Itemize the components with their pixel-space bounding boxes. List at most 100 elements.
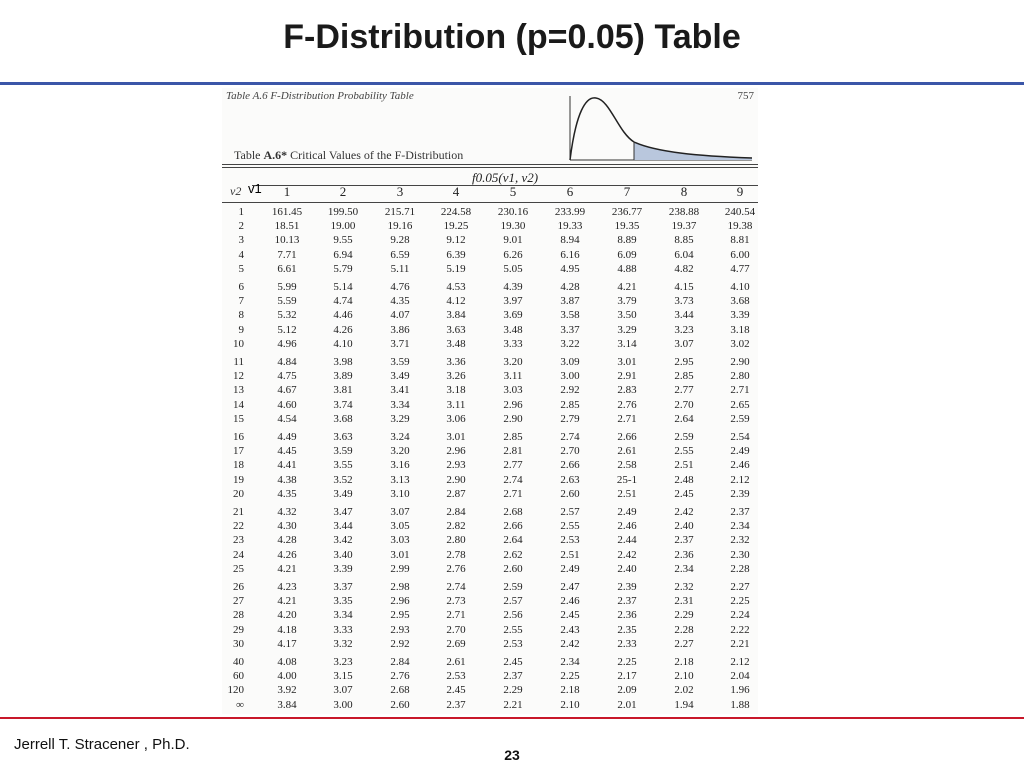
- table-cell: 2.44: [617, 534, 637, 547]
- table-cell: 2.49: [560, 562, 580, 575]
- table-cell: 5.32: [277, 309, 297, 322]
- table-cell: 6.26: [503, 248, 523, 261]
- table-cell: 2.66: [560, 459, 580, 472]
- table-cell: 6.39: [446, 248, 466, 261]
- table-cell: 3.39: [333, 562, 353, 575]
- table-cell: 2.02: [674, 684, 694, 697]
- table-cell: 5.79: [333, 262, 353, 275]
- table-cell: 2.10: [560, 698, 580, 711]
- table-cell: 2.59: [503, 581, 523, 593]
- table-cell: 8.89: [617, 234, 637, 247]
- row-label: 21: [233, 506, 244, 518]
- column-header: 2: [339, 184, 347, 199]
- table-cell: 3.87: [560, 295, 580, 308]
- table-cell: 3.97: [503, 295, 523, 308]
- table-cell: 3.03: [390, 534, 410, 547]
- table-cell: 2.21: [730, 637, 750, 650]
- table-cell: 2.84: [446, 506, 466, 518]
- footer-divider: [0, 717, 1024, 719]
- table-cell: 2.92: [390, 637, 410, 650]
- table-cell: 3.49: [333, 487, 353, 500]
- table-cell: 3.13: [390, 473, 410, 486]
- table-cell: 3.52: [333, 473, 353, 486]
- table-cell: 2.96: [446, 445, 466, 458]
- table-cell: 3.03: [503, 384, 523, 397]
- table-cell: 1.88: [730, 698, 750, 711]
- table-cell: 3.89: [333, 370, 353, 383]
- table-cell: 2.74: [560, 431, 580, 443]
- table-cell: 3.33: [333, 623, 353, 636]
- table-cell: 4.75: [277, 370, 297, 383]
- table-cell: 4.23: [277, 581, 297, 593]
- table-cell: 2.39: [617, 581, 637, 593]
- table-cell: 3.23: [333, 656, 353, 668]
- table-cell: 4.26: [333, 323, 353, 336]
- table-cell: 19.37: [671, 220, 697, 233]
- table-cell: 2.96: [390, 595, 410, 608]
- table-cell: 2.04: [730, 670, 750, 683]
- table-cell: 9.28: [390, 234, 410, 247]
- table-cell: 2.28: [674, 623, 694, 636]
- table-cell: 5.05: [503, 262, 523, 275]
- table-cell: 2.37: [446, 698, 466, 711]
- table-cell: 2.34: [560, 656, 580, 668]
- table-cell: 2.42: [560, 637, 580, 650]
- table-cell: 2.60: [390, 698, 410, 711]
- scan-page-number: 757: [737, 90, 755, 102]
- table-cell: 8.81: [730, 234, 750, 247]
- table-cell: 2.80: [446, 534, 466, 547]
- f-statistic-label: f0.05(v1, v2): [472, 170, 539, 185]
- table-cell: 2.59: [674, 431, 694, 443]
- table-cell: 19.16: [387, 220, 413, 233]
- table-cell: 2.27: [674, 637, 694, 650]
- table-cell: 2.79: [560, 412, 580, 425]
- table-cell: 2.37: [674, 534, 694, 547]
- table-cell: 3.92: [277, 684, 297, 697]
- table-cell: 2.64: [503, 534, 523, 547]
- caption-text: Critical Values of the F-Distribution: [287, 148, 464, 162]
- row-label: ∞: [236, 698, 244, 711]
- table-cell: 6.59: [390, 248, 410, 261]
- table-cell: 2.70: [446, 623, 466, 636]
- table-cell: 3.84: [277, 698, 297, 711]
- scanned-table-page: Table A.6 F-Distribution Probability Tab…: [222, 88, 758, 714]
- table-cell: 8.85: [674, 234, 694, 247]
- table-cell: 3.11: [446, 398, 466, 411]
- table-cell: 2.77: [674, 384, 694, 397]
- table-cell: 4.28: [560, 281, 580, 293]
- table-cell: 2.77: [503, 459, 523, 472]
- column-header: 8: [680, 184, 688, 199]
- column-header: 1: [283, 184, 291, 199]
- table-cell: 3.63: [446, 323, 466, 336]
- table-cell: 4.96: [277, 337, 297, 350]
- table-cell: 19.30: [500, 220, 526, 233]
- table-cell: 1.96: [730, 684, 750, 697]
- table-cell: 4.82: [674, 262, 694, 275]
- table-cell: 2.45: [503, 656, 523, 668]
- table-cell: 3.07: [333, 684, 353, 697]
- row-label: 3: [238, 234, 245, 247]
- table-cell: 6.09: [617, 248, 637, 261]
- table-cell: 3.07: [390, 506, 410, 518]
- table-cell: 25-1: [616, 473, 638, 486]
- table-cell: 224.58: [440, 206, 472, 218]
- table-cell: 2.61: [446, 656, 466, 668]
- table-cell: 2.55: [674, 445, 694, 458]
- table-cell: 2.87: [446, 487, 466, 500]
- table-cell: 4.38: [277, 473, 297, 486]
- table-cell: 19.35: [614, 220, 640, 233]
- table-cell: 2.48: [674, 473, 694, 486]
- table-cell: 19.25: [443, 220, 469, 233]
- table-cell: 4.49: [277, 431, 297, 443]
- table-cell: 2.98: [390, 581, 410, 593]
- table-cell: 2.28: [730, 562, 750, 575]
- table-cell: 2.49: [730, 445, 750, 458]
- caption-prefix: Table: [234, 148, 264, 162]
- table-cell: 4.45: [277, 445, 297, 458]
- row-label: 6: [238, 281, 245, 293]
- row-label: 60: [233, 670, 244, 683]
- table-cell: 2.99: [390, 562, 410, 575]
- table-cell: 3.20: [390, 445, 410, 458]
- author-name: Jerrell T. Stracener , Ph.D.: [14, 736, 190, 753]
- table-cell: 4.21: [617, 281, 637, 293]
